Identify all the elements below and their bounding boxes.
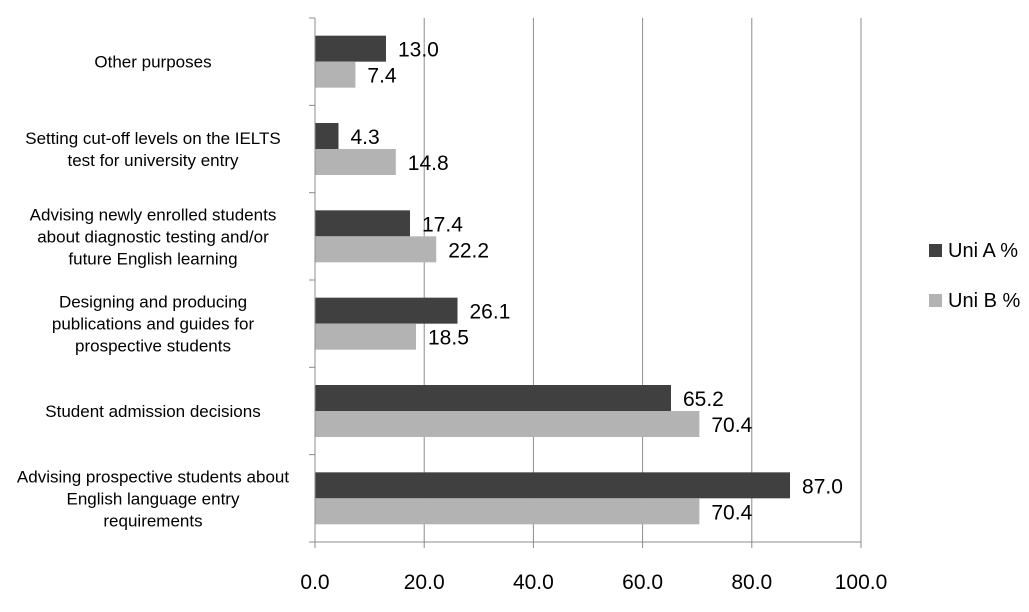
category-label: about diagnostic testing and/or	[37, 227, 269, 246]
category-label: Designing and producing	[59, 293, 247, 312]
bar-uni-b	[315, 411, 700, 437]
data-label: 87.0	[802, 475, 843, 498]
x-tick-label: 20.0	[404, 571, 445, 594]
legend-swatch	[929, 294, 942, 307]
data-label: 65.2	[683, 388, 724, 411]
bar-uni-b	[315, 149, 396, 175]
bar-uni-a	[315, 35, 386, 62]
data-label: 70.4	[711, 501, 752, 524]
category-label: Student admission decisions	[45, 402, 260, 421]
labels: 0.0 20.0 40.0 60.0 80.0 100.0 13.07.4 Other pur…	[17, 39, 887, 594]
bar-uni-b	[315, 498, 700, 525]
axes	[309, 17, 862, 548]
legend: Uni A % Uni B %	[929, 240, 1020, 312]
bar-uni-a	[315, 297, 458, 324]
bar-uni-a	[315, 472, 791, 499]
x-tick-label: 40.0	[513, 571, 554, 594]
data-label: 17.4	[422, 213, 463, 236]
data-label: 4.3	[350, 126, 379, 149]
category-label: Advising prospective students about	[17, 467, 289, 486]
category-label: future English learning	[68, 249, 237, 268]
category-label: requirements	[103, 511, 202, 530]
category-label: Other purposes	[94, 53, 211, 72]
x-tick-label: 0.0	[300, 571, 329, 594]
bars	[315, 35, 791, 525]
legend-label: Uni B %	[948, 290, 1020, 312]
category-label: English language entry	[67, 489, 240, 508]
gridlines	[423, 18, 862, 542]
bar-uni-b	[315, 61, 356, 88]
bar-uni-a	[315, 210, 411, 237]
category-label: test for university entry	[67, 151, 239, 170]
data-label: 14.8	[408, 152, 449, 175]
x-tick-label: 100.0	[835, 571, 888, 594]
category-label: Advising newly enrolled students	[30, 205, 277, 224]
bar-uni-b	[315, 323, 417, 350]
category-label: prospective students	[75, 337, 231, 356]
x-tick-label: 60.0	[622, 571, 663, 594]
bar-uni-a	[315, 123, 339, 149]
data-label: 18.5	[428, 327, 469, 350]
category-label: Setting cut-off levels on the IELTS	[25, 129, 280, 148]
category-label: publications and guides for	[52, 315, 255, 334]
bar-uni-b	[315, 236, 437, 263]
data-label: 13.0	[398, 39, 439, 62]
legend-swatch	[929, 244, 942, 257]
data-label: 26.1	[470, 301, 511, 324]
data-label: 7.4	[367, 65, 397, 88]
data-label: 22.2	[448, 239, 489, 262]
x-tick-label: 80.0	[731, 571, 772, 594]
data-label: 70.4	[711, 414, 752, 437]
bar-uni-a	[315, 385, 671, 411]
legend-label: Uni A %	[948, 240, 1018, 262]
